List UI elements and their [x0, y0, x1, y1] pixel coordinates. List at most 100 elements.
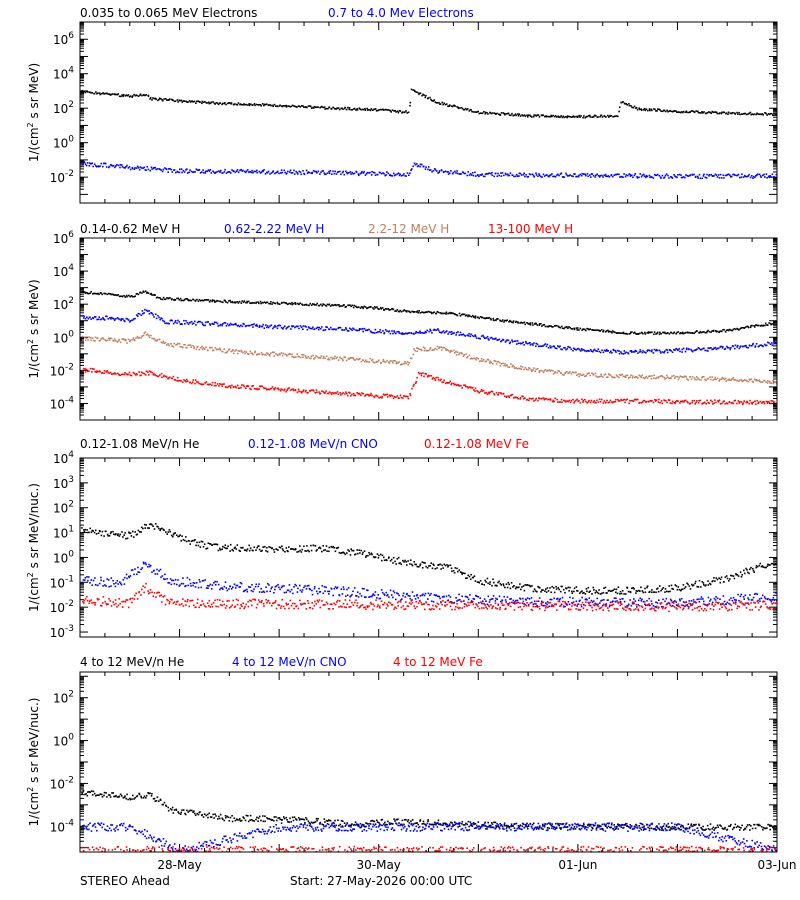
data-point	[346, 552, 348, 554]
data-point	[519, 172, 522, 175]
data-point	[656, 332, 658, 335]
data-point	[742, 176, 745, 178]
data-point	[441, 101, 444, 104]
data-point	[673, 174, 675, 176]
data-point	[330, 107, 333, 110]
data-point	[242, 169, 244, 172]
data-point	[245, 301, 247, 304]
data-point	[250, 352, 252, 354]
data-point	[262, 323, 264, 326]
data-point	[240, 386, 242, 389]
data-point	[666, 590, 668, 593]
data-point	[697, 110, 699, 113]
data-point	[365, 359, 367, 361]
data-point	[148, 310, 150, 312]
data-point	[334, 550, 337, 553]
data-point	[199, 383, 202, 385]
data-point	[368, 551, 370, 554]
data-point	[464, 315, 467, 317]
data-point	[504, 363, 506, 365]
data-point	[419, 312, 422, 314]
data-point	[189, 344, 192, 346]
data-point	[260, 325, 263, 328]
data-point	[269, 173, 271, 175]
data-point	[380, 108, 383, 111]
data-point	[693, 377, 696, 379]
data-point	[441, 381, 443, 383]
data-point	[418, 310, 420, 312]
data-point	[447, 564, 450, 567]
data-point	[359, 358, 361, 360]
data-point	[550, 325, 552, 327]
data-point	[481, 360, 484, 362]
data-point	[716, 330, 719, 333]
data-point	[270, 301, 272, 303]
data-point	[327, 357, 330, 360]
data-point	[415, 331, 417, 333]
data-point	[267, 388, 269, 390]
data-point	[357, 306, 360, 308]
data-point	[598, 589, 600, 591]
data-point	[201, 299, 203, 302]
data-point	[483, 110, 485, 113]
data-point	[187, 299, 189, 301]
data-point	[339, 392, 341, 394]
data-point	[140, 531, 142, 533]
data-point	[181, 299, 183, 302]
data-point	[753, 378, 756, 381]
data-point	[627, 174, 629, 177]
data-point	[579, 591, 582, 593]
data-point	[183, 299, 185, 302]
data-point	[464, 107, 467, 110]
data-point	[727, 329, 729, 331]
data-point	[450, 383, 452, 386]
data-point	[764, 322, 767, 325]
data-point	[142, 527, 144, 530]
data-point	[374, 174, 377, 176]
data-point	[623, 593, 625, 595]
data-point	[507, 395, 510, 397]
data-point	[733, 379, 735, 381]
data-point	[398, 332, 401, 334]
data-point	[728, 173, 730, 176]
data-point	[142, 372, 144, 374]
data-point	[770, 402, 772, 405]
data-point	[237, 350, 240, 352]
data-point	[590, 399, 593, 402]
data-point	[279, 303, 281, 305]
data-point	[268, 546, 270, 548]
data-point	[538, 174, 541, 177]
data-point	[366, 307, 368, 310]
data-point	[655, 349, 657, 352]
data-point	[632, 587, 634, 589]
data-point	[712, 175, 714, 177]
data-point	[207, 542, 210, 544]
data-point	[479, 112, 482, 114]
data-point	[543, 323, 546, 326]
data-point	[627, 590, 630, 593]
data-point	[565, 370, 568, 373]
data-point	[458, 384, 460, 387]
data-point	[458, 352, 461, 354]
data-point	[749, 326, 752, 329]
data-point	[467, 574, 469, 577]
data-point	[292, 356, 295, 358]
data-point	[282, 352, 285, 355]
data-point	[285, 327, 288, 329]
data-point	[545, 591, 548, 593]
data-point	[620, 352, 623, 355]
data-point	[437, 329, 440, 332]
data-point	[314, 545, 317, 547]
data-point	[618, 352, 621, 355]
data-point	[507, 339, 510, 342]
data-point	[406, 310, 408, 312]
data-point	[678, 376, 681, 379]
data-point	[237, 102, 240, 104]
data-point	[109, 371, 112, 374]
data-point	[741, 380, 744, 383]
data-point	[434, 329, 436, 331]
data-point	[700, 331, 703, 334]
data-point	[168, 344, 170, 347]
data-point	[107, 337, 110, 340]
data-point	[496, 585, 498, 587]
